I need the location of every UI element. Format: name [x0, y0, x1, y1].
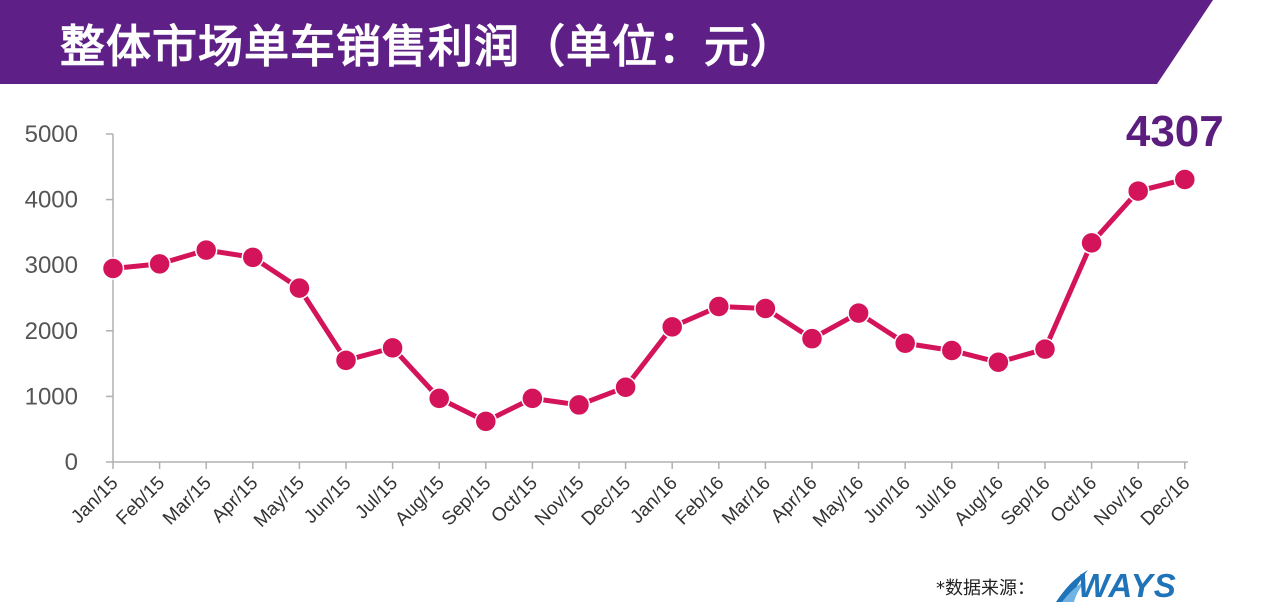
- y-tick-label: 5000: [25, 121, 78, 148]
- series-line: [112, 177, 1186, 424]
- data-point: [707, 295, 731, 318]
- data-point: [987, 351, 1010, 374]
- data-point: [1173, 168, 1197, 191]
- y-tick-label: 0: [65, 449, 78, 476]
- x-axis: Jan/15Feb/15Mar/15Apr/15May/15Jun/15Jul/…: [67, 461, 1194, 532]
- x-tick-label: Dec/16: [1137, 473, 1194, 530]
- data-point: [148, 252, 171, 276]
- title-banner: [0, 0, 1213, 84]
- x-tick-label: Feb/16: [672, 473, 729, 530]
- data-point: [241, 246, 265, 269]
- data-point: [567, 393, 591, 417]
- x-tick-label: Jun/16: [860, 473, 915, 528]
- y-tick-label: 3000: [25, 252, 78, 279]
- x-tick-label: Aug/16: [950, 473, 1007, 530]
- y-tick-label: 2000: [25, 318, 78, 345]
- x-tick-label: Mar/16: [718, 473, 775, 530]
- data-point: [474, 410, 498, 433]
- peak-value-label: 4307: [1126, 107, 1224, 156]
- data-point: [101, 257, 125, 280]
- ways-logo-text: WAYS: [1078, 567, 1177, 604]
- source-label: *数据来源：: [936, 578, 1035, 599]
- data-point: [1080, 231, 1103, 255]
- data-point: [614, 375, 637, 399]
- x-tick-label: Nov/16: [1090, 473, 1147, 530]
- x-tick-label: Sep/15: [438, 473, 495, 530]
- x-tick-label: Feb/15: [112, 473, 169, 530]
- x-tick-label: Dec/15: [578, 473, 635, 530]
- data-point: [521, 387, 544, 410]
- data-point: [940, 339, 964, 362]
- y-tick-label: 1000: [25, 383, 78, 410]
- annotations: 4307: [1126, 107, 1224, 156]
- x-tick-label: Jun/15: [300, 473, 355, 528]
- data-point: [847, 301, 870, 325]
- data-point: [334, 349, 358, 372]
- data-point: [194, 238, 218, 262]
- x-tick-label: Sep/16: [997, 473, 1054, 530]
- line-chart: 0 1000 2000 3000 4000 5000 Jan/15Feb/15Mar/15…: [25, 107, 1224, 532]
- x-tick-label: Jan/16: [627, 473, 682, 528]
- ways-logo-mark: [1056, 570, 1088, 602]
- data-point: [381, 336, 404, 360]
- x-tick-label: Mar/15: [159, 473, 216, 530]
- data-point: [893, 332, 917, 355]
- data-point: [288, 276, 311, 300]
- x-tick-label: Aug/15: [391, 473, 448, 530]
- data-point: [660, 315, 684, 339]
- y-axis: 0 1000 2000 3000 4000 5000: [25, 121, 114, 476]
- x-tick-label: Nov/15: [531, 473, 588, 530]
- chart-title: 整体市场单车销售利润（单位：元）: [60, 20, 797, 73]
- x-tick-label: May/16: [809, 473, 868, 532]
- data-point: [1033, 337, 1057, 361]
- x-tick-label: Jan/15: [67, 473, 122, 528]
- series-profit: [101, 168, 1197, 433]
- data-point: [754, 297, 777, 320]
- data-point: [800, 327, 824, 350]
- x-tick-label: May/15: [250, 473, 309, 532]
- y-tick-label: 4000: [25, 187, 78, 214]
- data-point: [1126, 179, 1150, 203]
- data-point: [427, 387, 451, 410]
